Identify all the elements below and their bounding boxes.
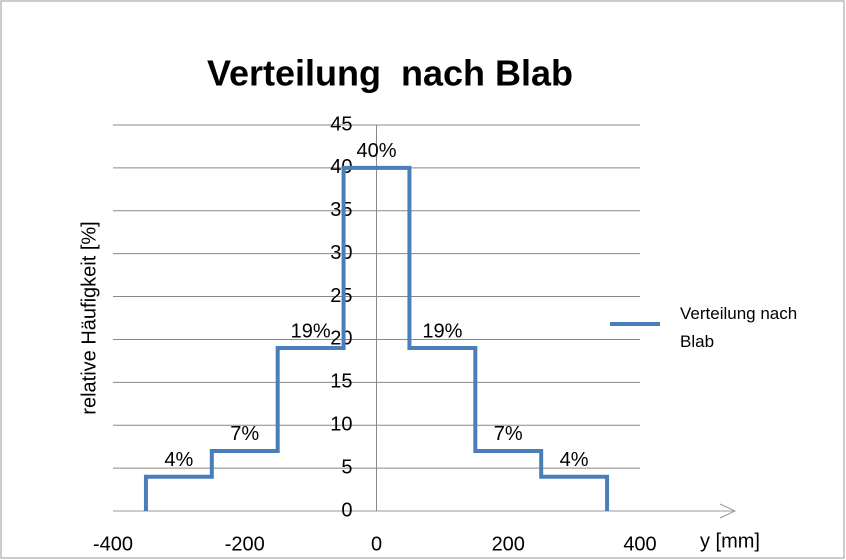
x-tick-label: 400: [623, 533, 656, 555]
y-tick-label: 40: [330, 156, 352, 178]
data-label: 19%: [291, 320, 331, 342]
data-label: 4%: [560, 449, 589, 471]
data-label: 19%: [422, 320, 462, 342]
x-axis-label: y [mm]: [700, 530, 760, 552]
y-tick-label: 15: [330, 371, 352, 393]
y-tick-label: 0: [341, 499, 352, 521]
x-tick-label: -400: [93, 533, 133, 555]
y-tick-label: 35: [330, 199, 352, 221]
y-tick-label: 5: [341, 456, 352, 478]
data-label: 7%: [494, 423, 523, 445]
legend-label: Verteilung nach Blab: [680, 304, 798, 351]
data-label: 7%: [230, 423, 259, 445]
y-tick-label: 45: [330, 113, 352, 135]
y-tick-label: 30: [330, 242, 352, 264]
x-tick-label: 200: [492, 533, 525, 555]
chart-title: Verteilung nach Blab: [207, 53, 573, 94]
series-line: [143, 165, 610, 511]
x-tick-label: -200: [225, 533, 265, 555]
y-tick-label: 25: [330, 285, 352, 307]
data-label: 4%: [164, 449, 193, 471]
x-axis-arrow: [719, 503, 737, 519]
data-label: 40%: [356, 140, 396, 162]
x-tick-label: 0: [371, 533, 382, 555]
y-axis-label: relative Häufigkeit [%]: [78, 221, 100, 414]
y-tick-label: 10: [330, 414, 352, 436]
y-tick-label: 20: [330, 328, 352, 350]
